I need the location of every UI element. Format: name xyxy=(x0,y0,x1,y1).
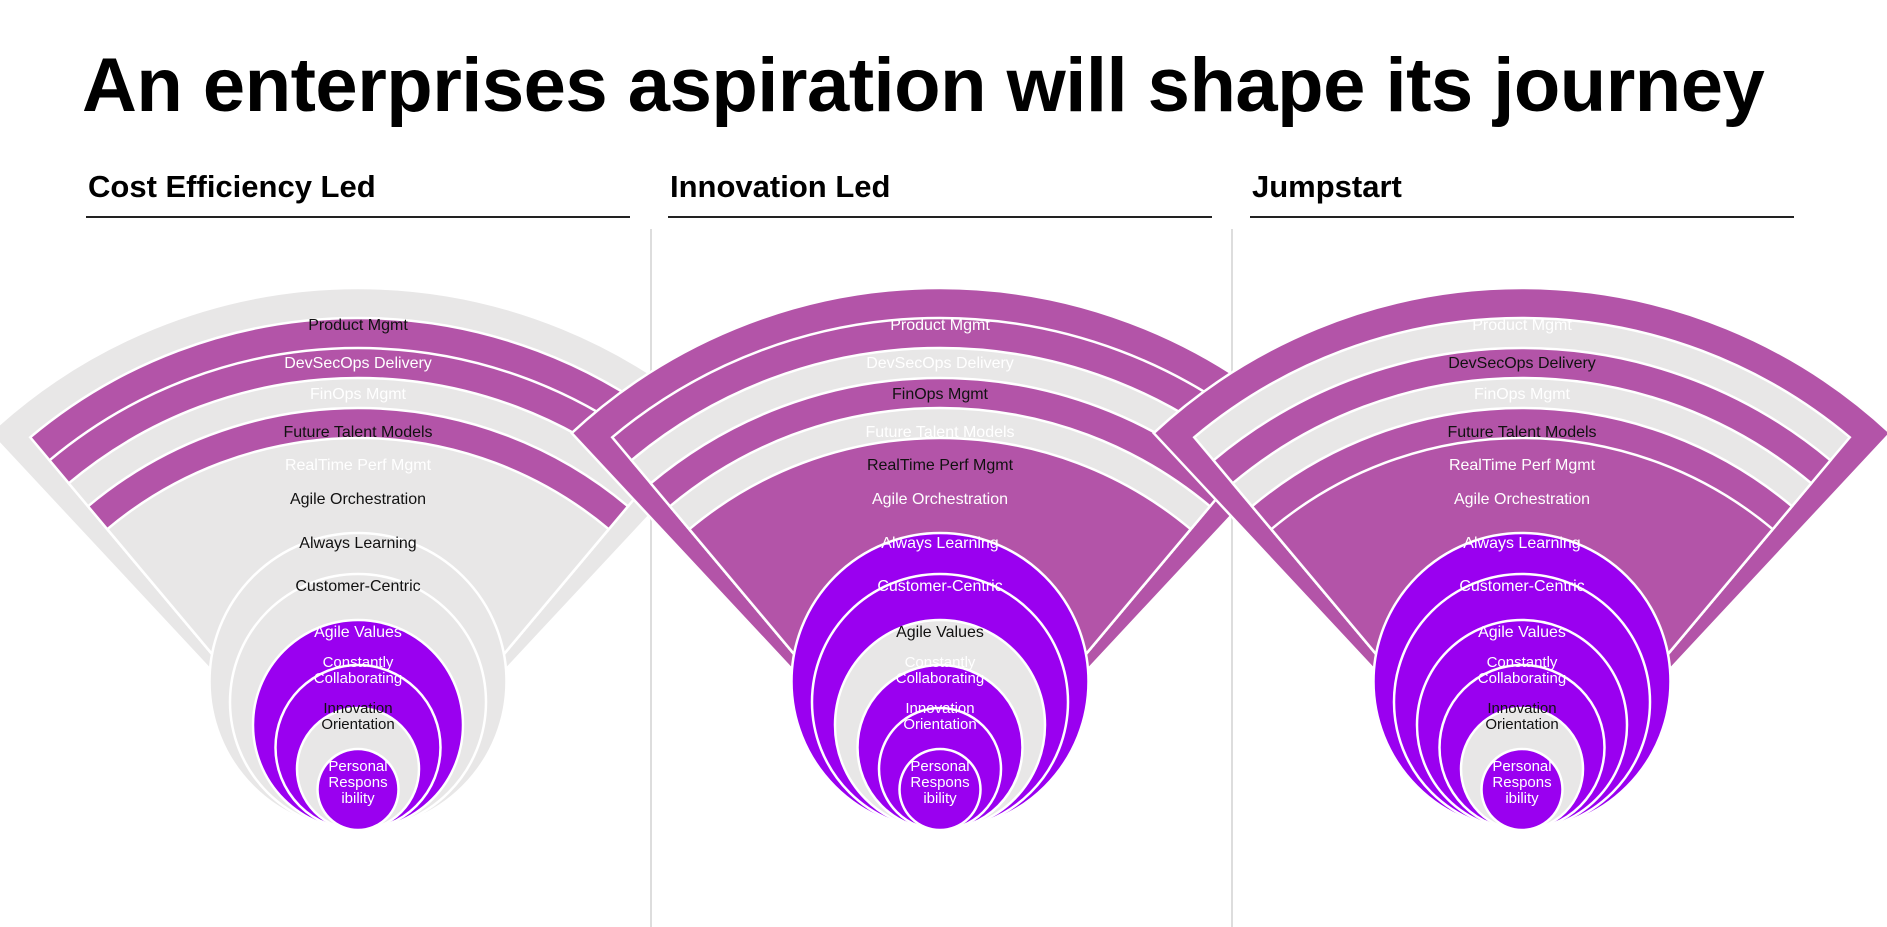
ring-label-always-learning: Always Learning xyxy=(1463,535,1580,552)
panel-title: Jumpstart xyxy=(1252,169,1402,204)
aspiration-diagram: Product Mgmt DevSecOps Delivery FinOps Mgm… xyxy=(569,286,1311,832)
ring-label-finops-mgmt: FinOps Mgmt xyxy=(1474,386,1571,403)
ring-label-devsecops-delivery: DevSecOps Delivery xyxy=(866,355,1014,372)
ring-label-constantly-collaborating: Constantly Collaborating xyxy=(1478,654,1566,687)
ring-label-customer-centric: Customer-Centric xyxy=(1459,578,1584,595)
ring-personal-respons-ibility xyxy=(316,747,400,832)
ring-label-product-mgmt: Product Mgmt xyxy=(890,317,990,334)
aspiration-diagram: Product Mgmt DevSecOps Delivery FinOps Mgm… xyxy=(1151,286,1887,832)
ring-label-personal-respons-ibility: Personal Respons ibility xyxy=(328,758,387,807)
ring-label-innovation-orientation: Innovation Orientation xyxy=(903,700,976,733)
ring-label-agile-values: Agile Values xyxy=(1478,624,1566,641)
panel-jumpstart: Jumpstart Product Mgmt DevSecOps Delivery… xyxy=(1151,0,1887,927)
ring-label-agile-values: Agile Values xyxy=(896,624,984,641)
ring-label-realtime-perf-mgmt: RealTime Perf Mgmt xyxy=(867,457,1014,474)
panel-title: Innovation Led xyxy=(670,169,891,204)
panel-title: Cost Efficiency Led xyxy=(88,169,376,204)
ring-label-innovation-orientation: Innovation Orientation xyxy=(1485,700,1558,733)
ring-personal-respons-ibility xyxy=(1480,747,1564,832)
panel-cost-efficiency-led: Cost Efficiency Led Product Mgmt DevSecOp… xyxy=(0,0,729,927)
ring-label-personal-respons-ibility: Personal Respons ibility xyxy=(1492,758,1551,807)
aspiration-diagram: Product Mgmt DevSecOps Delivery FinOps Mgm… xyxy=(0,286,729,832)
ring-label-future-talent-models: Future Talent Models xyxy=(283,424,432,441)
panel-underline xyxy=(86,216,630,218)
ring-label-customer-centric: Customer-Centric xyxy=(877,578,1002,595)
ring-label-agile-orchestration: Agile Orchestration xyxy=(290,491,426,508)
ring-label-product-mgmt: Product Mgmt xyxy=(308,317,408,334)
panel-divider xyxy=(650,229,652,927)
panel-underline xyxy=(1250,216,1794,218)
ring-label-realtime-perf-mgmt: RealTime Perf Mgmt xyxy=(285,457,432,474)
panel-underline xyxy=(668,216,1212,218)
ring-label-agile-values: Agile Values xyxy=(314,624,402,641)
ring-label-innovation-orientation: Innovation Orientation xyxy=(321,700,394,733)
ring-label-finops-mgmt: FinOps Mgmt xyxy=(310,386,407,403)
ring-label-finops-mgmt: FinOps Mgmt xyxy=(892,386,989,403)
ring-label-constantly-collaborating: Constantly Collaborating xyxy=(314,654,402,687)
ring-label-realtime-perf-mgmt: RealTime Perf Mgmt xyxy=(1449,457,1596,474)
panel-divider xyxy=(1231,229,1233,927)
ring-label-devsecops-delivery: DevSecOps Delivery xyxy=(1448,355,1596,372)
ring-personal-respons-ibility xyxy=(898,747,982,832)
ring-label-future-talent-models: Future Talent Models xyxy=(1447,424,1596,441)
ring-label-personal-respons-ibility: Personal Respons ibility xyxy=(910,758,969,807)
panel-innovation-led: Innovation Led Product Mgmt DevSecOps Del… xyxy=(569,0,1311,927)
ring-label-always-learning: Always Learning xyxy=(299,535,416,552)
ring-label-product-mgmt: Product Mgmt xyxy=(1472,317,1572,334)
ring-label-always-learning: Always Learning xyxy=(881,535,998,552)
ring-label-future-talent-models: Future Talent Models xyxy=(865,424,1014,441)
ring-label-agile-orchestration: Agile Orchestration xyxy=(1454,491,1590,508)
ring-label-constantly-collaborating: Constantly Collaborating xyxy=(896,654,984,687)
page-title: An enterprises aspiration will shape its… xyxy=(82,43,1765,128)
ring-label-agile-orchestration: Agile Orchestration xyxy=(872,491,1008,508)
ring-label-devsecops-delivery: DevSecOps Delivery xyxy=(284,355,432,372)
ring-label-customer-centric: Customer-Centric xyxy=(295,578,420,595)
